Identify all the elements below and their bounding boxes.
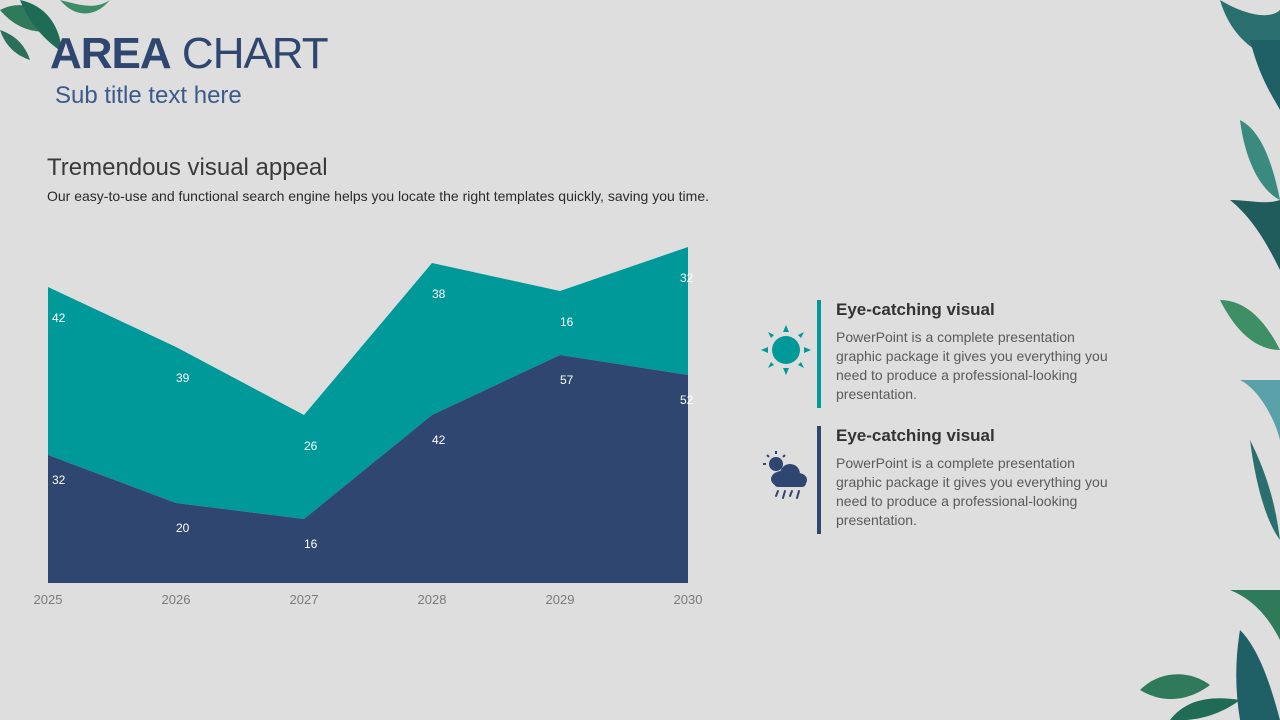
legend-text: PowerPoint is a complete presentation gr… <box>836 455 1108 528</box>
legend-item-2: Eye-catching visual PowerPoint is a comp… <box>760 426 1120 534</box>
x-tick-label: 2030 <box>674 592 703 607</box>
x-tick-label: 2027 <box>290 592 319 607</box>
data-label: 52 <box>680 393 694 407</box>
legend-title: Eye-catching visual <box>836 300 995 319</box>
area-series-1 <box>48 355 688 583</box>
section-heading: Tremendous visual appeal <box>47 154 328 181</box>
page-subtitle: Sub title text here <box>55 82 242 109</box>
data-label: 57 <box>560 373 574 387</box>
data-label: 32 <box>52 473 66 487</box>
data-label: 39 <box>176 371 190 385</box>
data-label: 42 <box>432 433 446 447</box>
legend-color-bar <box>817 426 821 534</box>
data-label: 42 <box>52 311 66 325</box>
leaf-decoration-top-left <box>0 0 110 60</box>
data-label: 38 <box>432 287 446 301</box>
area-chart: 32 20 16 42 57 52 42 39 26 38 16 32 2025 2026 2027 2028… <box>34 247 703 607</box>
data-label: 16 <box>304 537 318 551</box>
x-tick-label: 2028 <box>418 592 447 607</box>
page-title: AREA CHART <box>50 29 329 78</box>
x-tick-label: 2026 <box>162 592 191 607</box>
leaf-decoration-bottom-right <box>1140 674 1240 720</box>
section-description: Our easy-to-use and functional search en… <box>47 188 709 204</box>
data-label: 32 <box>680 271 694 285</box>
legend-title: Eye-catching visual <box>836 426 995 445</box>
sun-icon <box>760 322 812 378</box>
legend-text: PowerPoint is a complete presentation gr… <box>836 329 1108 402</box>
data-label: 20 <box>176 521 190 535</box>
x-tick-label: 2025 <box>34 592 63 607</box>
cloud-rain-icon <box>760 448 812 504</box>
data-label: 26 <box>304 439 318 453</box>
x-tick-label: 2029 <box>546 592 575 607</box>
legend-item-1: Eye-catching visual PowerPoint is a comp… <box>760 300 1120 408</box>
area-series-2 <box>48 247 688 519</box>
data-label: 16 <box>560 315 574 329</box>
leaf-decoration-right <box>1220 0 1280 720</box>
legend-color-bar <box>817 300 821 408</box>
